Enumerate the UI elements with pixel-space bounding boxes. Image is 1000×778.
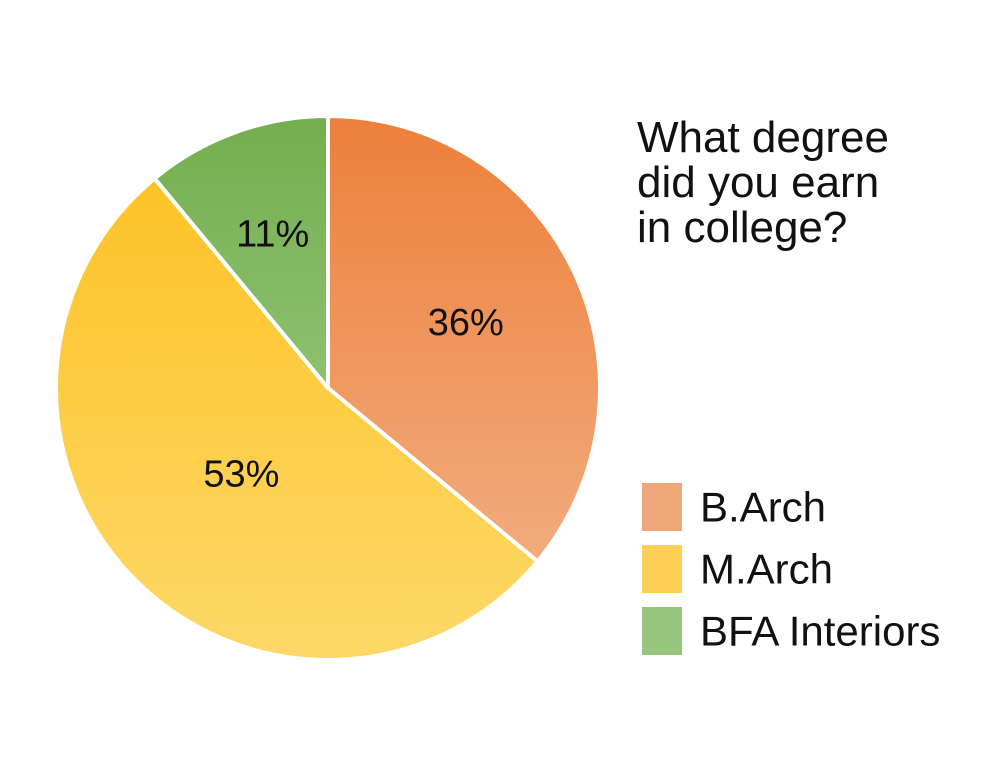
chart-title-line-1: What degree bbox=[637, 113, 889, 162]
pie-slice-bfa-interiors bbox=[152, 114, 330, 390]
slice-label-m-arch: 53% bbox=[203, 454, 279, 496]
legend-label-b-arch: B.Arch bbox=[700, 484, 826, 531]
pie-slices bbox=[54, 114, 602, 662]
chart-title-line-2: did you earn bbox=[637, 158, 879, 207]
pie-slice-m-arch bbox=[54, 176, 540, 662]
slice-label-bfa-interiors: 11% bbox=[236, 213, 309, 255]
legend-swatch-bfa-interiors bbox=[642, 607, 682, 655]
pie-slice-labels: 36% 53% 11% bbox=[203, 213, 503, 495]
pie-slice-b-arch bbox=[326, 114, 602, 564]
chart-title: What degree did you earn in college? bbox=[637, 113, 893, 252]
slice-label-b-arch: 36% bbox=[428, 302, 504, 344]
legend-label-m-arch: M.Arch bbox=[700, 546, 833, 593]
legend-swatch-b-arch bbox=[642, 483, 682, 531]
chart-title-line-3: in college? bbox=[637, 203, 847, 252]
legend-swatch-m-arch bbox=[642, 545, 682, 593]
legend-label-bfa-interiors: BFA Interiors bbox=[700, 608, 940, 655]
legend: B.Arch M.Arch BFA Interiors bbox=[642, 483, 940, 655]
